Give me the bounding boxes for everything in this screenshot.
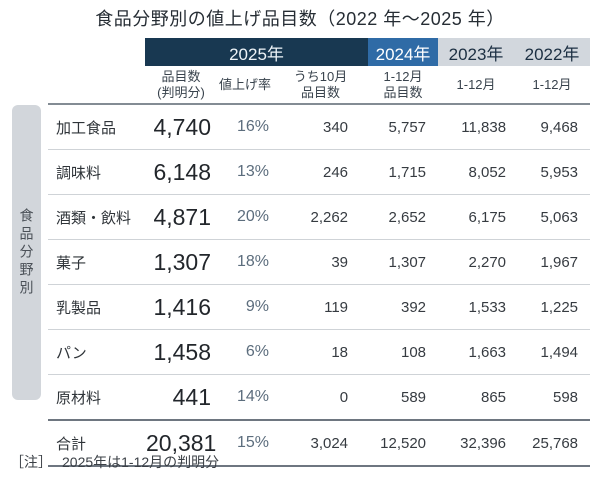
footnote: ［注］ 2025年は1-12月の判明分	[10, 452, 219, 472]
sub-header-oct-line2: 品目数	[301, 84, 341, 100]
cell-rate-2025: 15%	[236, 434, 269, 451]
cell-2024: 589	[401, 388, 427, 406]
cell-qty-2025: 4,740	[153, 113, 211, 140]
cell-2024: 2,652	[388, 208, 427, 226]
year-header-2022: 2022年	[514, 38, 591, 66]
cell-2023: 8,052	[468, 163, 507, 181]
row-category: 原材料	[56, 389, 102, 407]
cell-oct-2025: 2,262	[310, 208, 349, 226]
cell-2024: 1,715	[388, 163, 427, 181]
table-row: 酒類・飲料 4,871 20% 2,262 2,652 6,175 5,063	[48, 195, 591, 240]
table-body: 加工食品 4,740 16% 340 5,757 11,838 9,468 調味料 6,148 1…	[48, 104, 591, 466]
cell-rate-2025: 20%	[236, 208, 269, 225]
cell-rate-2025: 18%	[236, 253, 269, 270]
table-row: 原材料 441 14% 0 589 865 598	[48, 375, 591, 420]
year-header-2025: 2025年	[145, 38, 369, 66]
cell-oct-2025: 0	[339, 388, 349, 406]
cell-oct-2025: 18	[331, 343, 349, 361]
page-title: 食品分野別の値上げ品目数（2022 年～2025 年）	[95, 9, 505, 29]
cell-oct-2025: 340	[323, 118, 349, 136]
cell-oct-2025: 119	[324, 298, 349, 316]
cell-2024: 5,757	[388, 118, 427, 136]
cell-2023: 1,533	[468, 298, 507, 316]
cell-2022: 5,953	[540, 163, 579, 181]
row-category: 菓子	[56, 254, 87, 272]
sub-header-2023-line1: 1-12月	[456, 76, 496, 92]
row-group-label: 食品分野別	[18, 207, 35, 298]
cell-rate-2025: 9%	[245, 298, 269, 315]
year-header-2024: 2024年	[368, 38, 439, 66]
sub-header-2022-line1: 1-12月	[532, 76, 572, 92]
row-category: パン	[56, 344, 87, 362]
cell-oct-2025: 246	[323, 163, 349, 181]
cell-qty-2025: 4,871	[153, 203, 211, 230]
row-category: 酒類・飲料	[56, 209, 132, 227]
cell-2023: 1,663	[468, 343, 507, 361]
cell-2022: 598	[553, 388, 579, 406]
cell-rate-2025: 13%	[236, 163, 269, 180]
cell-oct-2025: 3,024	[310, 434, 349, 452]
cell-2024: 12,520	[380, 434, 427, 452]
cell-2022: 1,494	[540, 343, 579, 361]
cell-qty-2025: 441	[172, 383, 211, 410]
footnote-marker: ［注］	[10, 454, 52, 470]
cell-2023: 2,270	[468, 253, 507, 271]
cell-2022: 25,768	[532, 434, 579, 452]
cell-rate-2025: 16%	[236, 118, 269, 135]
sub-header-empty	[48, 66, 145, 105]
cell-2023: 865	[481, 388, 507, 406]
cell-qty-2025: 6,148	[153, 158, 211, 185]
corner-cell	[48, 38, 145, 66]
sub-header-2024-line1: 1-12月	[383, 69, 423, 85]
sub-header-2022: 1-12月	[514, 66, 591, 105]
sub-header-rate-line1: 値上げ率	[218, 76, 271, 92]
row-category: 加工食品	[56, 119, 117, 137]
row-category: 調味料	[56, 164, 102, 182]
row-group-band: 食品分野別	[12, 105, 41, 400]
cell-qty-2025: 1,416	[153, 293, 211, 320]
sub-header-2024-line2: 品目数	[383, 84, 423, 100]
sub-header-row: 品目数 (判明分) 値上げ率 うち10月 品目数 1-12月 品目数 1-12月…	[48, 66, 591, 105]
cell-2022: 9,468	[540, 118, 579, 136]
table-row: 菓子 1,307 18% 39 1,307 2,270 1,967	[48, 240, 591, 285]
cell-2024: 392	[401, 298, 427, 316]
cell-rate-2025: 14%	[236, 388, 269, 405]
cell-2023: 6,175	[468, 208, 507, 226]
row-category: 合計	[56, 435, 87, 453]
table-row: 乳製品 1,416 9% 119 392 1,533 1,225	[48, 285, 591, 330]
table-row: 加工食品 4,740 16% 340 5,757 11,838 9,468	[48, 104, 591, 150]
cell-2022: 1,225	[540, 298, 579, 316]
cell-qty-2025: 20,381	[146, 429, 217, 456]
sub-header-2023: 1-12月	[438, 66, 515, 105]
cell-2023: 11,838	[461, 118, 507, 136]
table-row: 調味料 6,148 13% 246 1,715 8,052 5,953	[48, 150, 591, 195]
cell-2022: 5,063	[540, 208, 579, 226]
sub-header-oct-line1: うち10月	[293, 69, 348, 85]
footnote-text: 2025年は1-12月の判明分	[62, 454, 220, 470]
row-category: 乳製品	[56, 299, 102, 317]
sub-header-oct: うち10月 品目数	[273, 66, 369, 105]
price-increase-table: 2025年 2024年 2023年 2022年 品目数 (判明分) 値上げ率 う…	[48, 38, 591, 467]
sub-header-qty: 品目数 (判明分)	[145, 66, 217, 105]
cell-rate-2025: 6%	[245, 343, 269, 360]
cell-oct-2025: 39	[331, 253, 349, 271]
year-header-2023: 2023年	[438, 38, 515, 66]
cell-2022: 1,967	[540, 253, 579, 271]
total-row: 合計 20,381 15% 3,024 12,520 32,396 25,768	[48, 420, 591, 466]
year-header-row: 2025年 2024年 2023年 2022年	[48, 38, 591, 66]
sub-header-2024: 1-12月 品目数	[368, 66, 439, 105]
table-row: パン 1,458 6% 18 108 1,663 1,494	[48, 330, 591, 375]
cell-qty-2025: 1,458	[153, 338, 211, 365]
sub-header-qty-line2: (判明分)	[157, 84, 205, 100]
sub-header-rate: 値上げ率	[217, 66, 273, 105]
cell-qty-2025: 1,307	[153, 248, 211, 275]
cell-2024: 108	[401, 343, 427, 361]
sub-header-qty-line1: 品目数	[161, 69, 201, 85]
cell-2024: 1,307	[388, 253, 427, 271]
cell-2023: 32,396	[460, 434, 507, 452]
